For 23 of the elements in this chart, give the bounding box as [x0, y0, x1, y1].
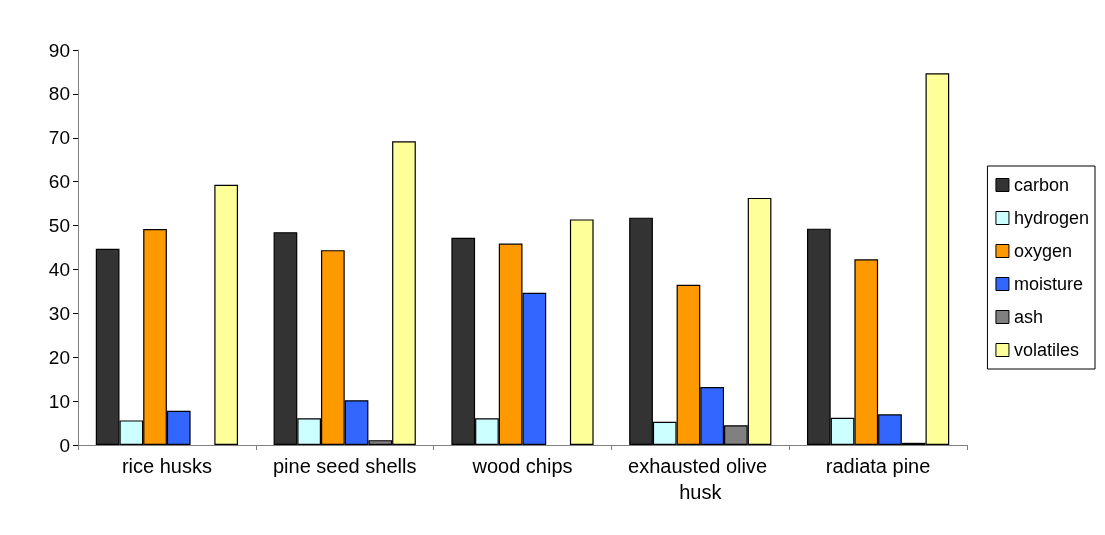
y-tick-label: 60 [48, 171, 70, 193]
y-tick-label: 70 [48, 127, 70, 149]
legend-label: moisture [1013, 274, 1083, 294]
bar [214, 184, 239, 445]
x-tick-label: rice husks [121, 455, 212, 477]
x-tick-label: radiata pine [825, 455, 931, 477]
bar [569, 219, 594, 445]
legend-label: oxygen [1013, 241, 1072, 261]
y-tick-label: 10 [48, 390, 70, 412]
legend-label: ash [1013, 307, 1043, 327]
legend-label: carbon [1013, 175, 1069, 195]
y-tick-label: 30 [48, 302, 70, 324]
x-tick-label: pine seed shells [272, 455, 417, 477]
y-tick-label: 40 [48, 258, 70, 280]
y-tick-label: 80 [48, 83, 70, 105]
y-tick-label: 20 [48, 346, 70, 368]
legend-label: volatiles [1013, 340, 1079, 360]
x-tick-label: exhausted olive husk [628, 455, 773, 503]
x-tick-label: wood chips [471, 455, 573, 477]
y-tick-label: 50 [48, 215, 70, 237]
y-tick-label: 90 [48, 39, 70, 61]
legend-label: hydrogen [1013, 208, 1089, 228]
y-tick-label: 0 [59, 434, 70, 456]
